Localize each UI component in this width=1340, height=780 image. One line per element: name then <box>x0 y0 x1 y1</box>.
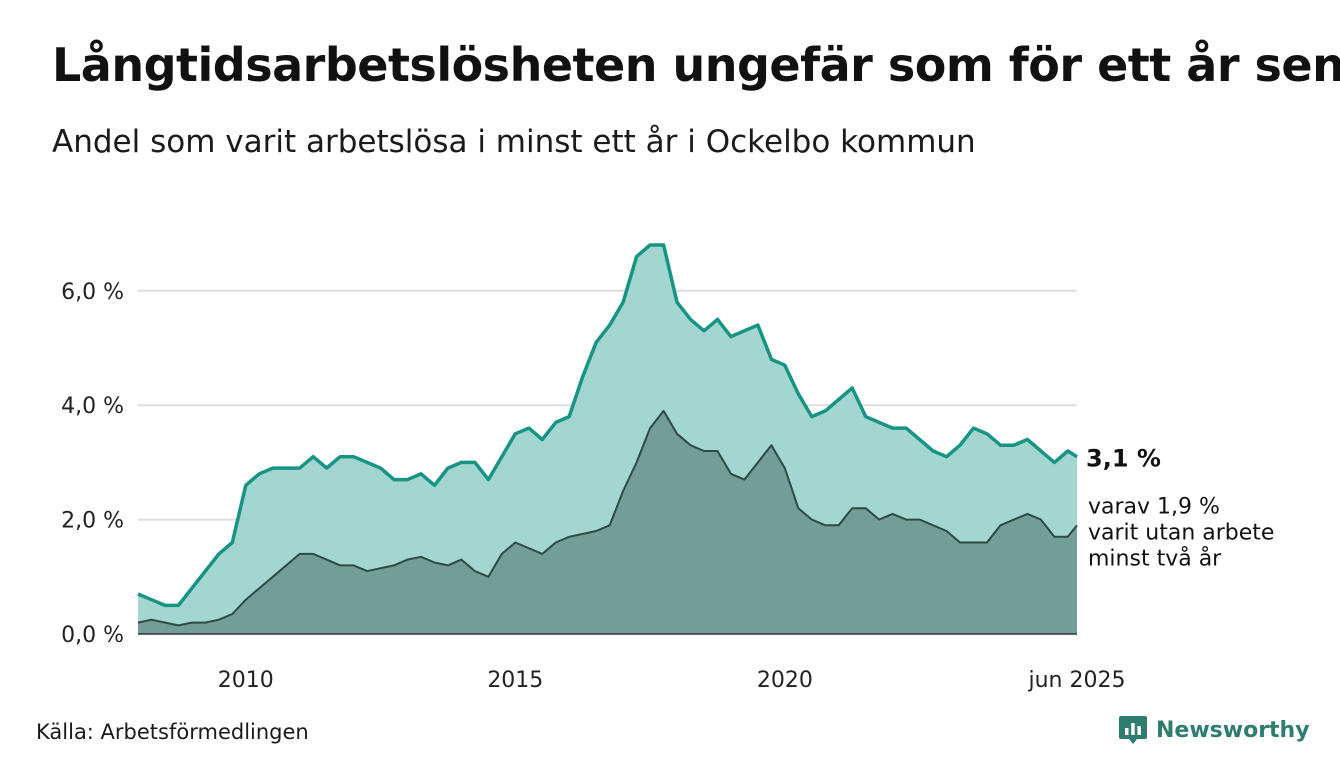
brand[interactable]: Newsworthy <box>1118 714 1310 746</box>
total-end-label: 3,1 % <box>1086 445 1161 473</box>
newsworthy-logo-icon <box>1119 716 1147 744</box>
chart-subtitle: Andel som varit arbetslösa i minst ett å… <box>52 124 976 160</box>
y-tick-label: 4,0 % <box>61 394 124 419</box>
x-tick-label: 2010 <box>218 668 274 693</box>
series-line-two-year <box>137 409 1078 627</box>
two-year-end-label-line: varit utan arbete <box>1088 520 1274 545</box>
source-note: Källa: Arbetsförmedlingen <box>36 720 309 744</box>
chart-title: Långtidsarbetslösheten ungefär som för e… <box>52 38 1340 92</box>
area-layer <box>137 243 1078 634</box>
y-tick-label: 6,0 % <box>61 280 124 305</box>
x-tick-label: 2015 <box>487 668 543 693</box>
y-tick-label: 2,0 % <box>61 509 124 534</box>
x-tick-label: 2020 <box>757 668 813 693</box>
series-line-total <box>137 243 1078 608</box>
x-tick-label: jun 2025 <box>1028 668 1126 693</box>
two-year-end-label-line: varav 1,9 % <box>1088 494 1220 519</box>
axis-layer: 0,0 % 2,0 % 4,0 % 6,0 % 2010 2015 2020 jun 2025 <box>61 280 1125 693</box>
brand-name: Newsworthy <box>1156 717 1310 743</box>
series-area-two-year <box>138 410 1077 634</box>
two-year-end-label-line: minst två år <box>1088 545 1222 571</box>
y-tick-label: 0,0 % <box>61 623 124 648</box>
